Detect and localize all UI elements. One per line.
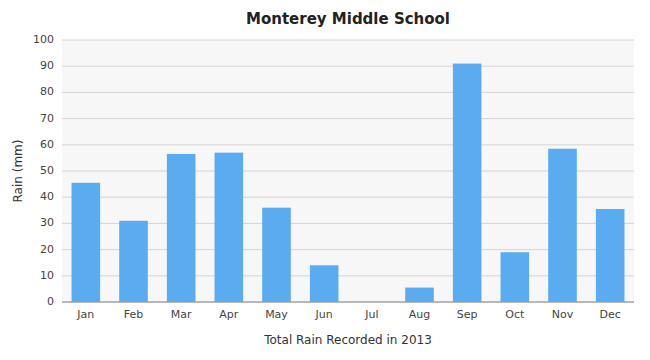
y-tick-label: 10 — [40, 269, 54, 282]
grid-line — [62, 92, 634, 93]
x-tick-label: Oct — [505, 308, 525, 321]
y-tick-label: 60 — [40, 138, 54, 151]
y-tick-label: 100 — [33, 33, 54, 46]
x-tick-label: Jul — [364, 308, 378, 321]
x-tick-label: Aug — [409, 308, 430, 321]
bar — [72, 183, 101, 302]
bar — [453, 64, 482, 302]
chart-svg: 0 10 20 30 40 50 60 70 80 90 100 Jan Feb Mar Apr May Jun… — [0, 0, 650, 360]
y-tick-label: 50 — [40, 164, 54, 177]
x-tick-label: Apr — [219, 308, 239, 321]
x-tick-label: Nov — [552, 308, 574, 321]
y-tick-label: 0 — [47, 295, 54, 308]
chart-container: 0 10 20 30 40 50 60 70 80 90 100 Jan Feb Mar Apr May Jun… — [0, 0, 650, 360]
y-tick-label: 20 — [40, 243, 54, 256]
bar — [501, 252, 530, 302]
y-tick-label: 70 — [40, 112, 54, 125]
x-tick-label: Sep — [457, 308, 478, 321]
chart-title: Monterey Middle School — [246, 10, 450, 28]
y-tick-label: 90 — [40, 59, 54, 72]
grid-line — [62, 40, 634, 41]
y-axis-label: Rain (mm) — [11, 140, 25, 203]
bar — [119, 221, 148, 302]
grid — [62, 40, 634, 302]
bar — [358, 302, 387, 303]
bar — [548, 149, 577, 302]
x-axis-label: Total Rain Recorded in 2013 — [263, 333, 432, 347]
bars — [72, 64, 625, 302]
y-tick-label: 40 — [40, 190, 54, 203]
x-tick-label: Dec — [600, 308, 621, 321]
grid-line — [62, 144, 634, 145]
bar — [215, 153, 244, 302]
x-tick-label: Mar — [171, 308, 192, 321]
x-tick-label: Jun — [315, 308, 333, 321]
x-tick-label: Feb — [124, 308, 143, 321]
y-tick-labels: 0 10 20 30 40 50 60 70 80 90 100 — [33, 33, 54, 308]
bar — [262, 208, 291, 302]
x-tick-label: Jan — [76, 308, 94, 321]
bar — [310, 265, 339, 302]
x-tick-labels: Jan Feb Mar Apr May Jun Jul Aug Sep Oct Nov Dec — [76, 308, 620, 321]
grid-line — [62, 118, 634, 119]
y-tick-label: 30 — [40, 216, 54, 229]
bar — [405, 288, 434, 302]
bar — [167, 154, 196, 302]
x-tick-label: May — [265, 308, 288, 321]
bar — [596, 209, 625, 302]
grid-line — [62, 66, 634, 67]
plot-area — [62, 40, 634, 302]
y-tick-label: 80 — [40, 85, 54, 98]
